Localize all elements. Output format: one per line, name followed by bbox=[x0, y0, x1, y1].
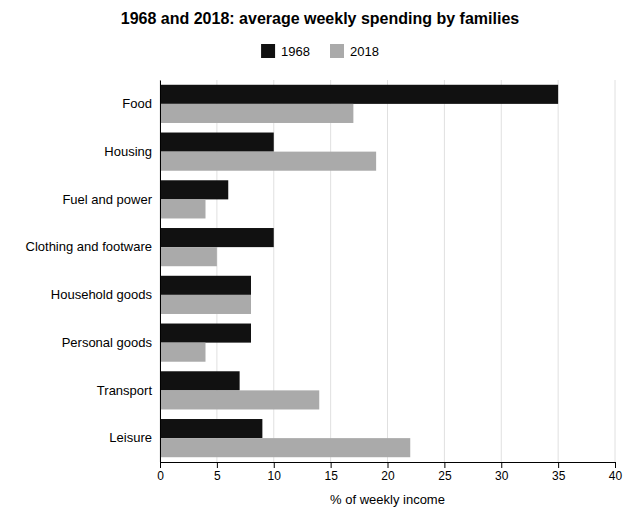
y-tick: Personal goods bbox=[62, 335, 153, 350]
x-axis-label: % of weekly income bbox=[330, 492, 445, 507]
x-tick: 0 bbox=[157, 462, 164, 483]
tick-label: Housing bbox=[104, 144, 152, 159]
tick-mark bbox=[558, 462, 559, 468]
x-tick: 30 bbox=[495, 462, 509, 483]
tick-label: Fuel and power bbox=[62, 192, 152, 207]
tick-label: Personal goods bbox=[62, 335, 153, 350]
legend-item: 1968 bbox=[261, 44, 310, 59]
tick-label: 0 bbox=[157, 469, 164, 483]
y-tick: Fuel and power bbox=[62, 192, 152, 207]
x-tick: 15 bbox=[324, 462, 338, 483]
bar bbox=[160, 295, 251, 314]
title: 1968 and 2018: average weekly spending b… bbox=[121, 10, 520, 27]
series bbox=[160, 85, 558, 438]
axis-line bbox=[161, 463, 616, 469]
bar bbox=[160, 133, 274, 152]
y-tick: Leisure bbox=[109, 430, 152, 445]
y-axis: Food Housing Fuel and power Clothing and fo… bbox=[26, 81, 161, 463]
tick-label: Leisure bbox=[109, 430, 152, 445]
y-tick: Transport bbox=[97, 383, 153, 398]
tick-label: Clothing and footware bbox=[26, 239, 152, 254]
tick-label: 35 bbox=[552, 469, 566, 483]
plot: 0 5 10 15 20 25 30 35 40 Food Housing Fuel and powe… bbox=[26, 80, 623, 483]
tick-label: Food bbox=[122, 96, 152, 111]
chart: 1968 and 2018: average weekly spending b… bbox=[0, 0, 640, 517]
tick-label: 15 bbox=[324, 469, 338, 483]
bars bbox=[160, 85, 558, 457]
grid-line bbox=[330, 80, 331, 462]
tick-mark bbox=[615, 462, 616, 468]
grid bbox=[160, 80, 615, 462]
grid-line bbox=[444, 80, 445, 462]
tick-label: 25 bbox=[438, 469, 452, 483]
bar bbox=[160, 228, 274, 247]
bar bbox=[160, 199, 206, 218]
legend-swatch bbox=[261, 44, 275, 58]
bar bbox=[160, 390, 319, 409]
bar bbox=[160, 438, 410, 457]
y-tick: Housing bbox=[104, 144, 152, 159]
bar bbox=[160, 247, 217, 266]
tick-mark bbox=[388, 462, 389, 468]
axis-line bbox=[160, 81, 161, 463]
tick-label: 40 bbox=[609, 469, 623, 483]
x-tick: 25 bbox=[438, 462, 452, 483]
series bbox=[160, 104, 410, 457]
bar bbox=[160, 419, 262, 438]
x-tick: 35 bbox=[552, 462, 566, 483]
bar bbox=[160, 104, 353, 123]
tick-label: 10 bbox=[268, 469, 282, 483]
tick-mark bbox=[160, 462, 161, 468]
y-tick: Clothing and footware bbox=[26, 239, 152, 254]
x-tick: 5 bbox=[214, 462, 221, 483]
bar bbox=[160, 152, 376, 171]
grid-line bbox=[501, 80, 502, 462]
legend-label: 2018 bbox=[350, 44, 379, 59]
tick-label: 5 bbox=[214, 469, 221, 483]
bar bbox=[160, 371, 240, 390]
x-tick: 10 bbox=[268, 462, 282, 483]
tick-mark bbox=[217, 462, 218, 468]
x-axis: 0 5 10 15 20 25 30 35 40 bbox=[157, 462, 622, 483]
legend-swatch bbox=[330, 44, 344, 58]
tick-label: 30 bbox=[495, 469, 509, 483]
legend-item: 2018 bbox=[330, 44, 379, 59]
tick-mark bbox=[501, 462, 502, 468]
x-tick: 40 bbox=[609, 462, 623, 483]
x-tick: 20 bbox=[381, 462, 395, 483]
bar bbox=[160, 343, 206, 362]
bar bbox=[160, 180, 228, 199]
grid-line bbox=[558, 80, 559, 462]
tick-label: Transport bbox=[97, 383, 153, 398]
legend: 1968 2018 bbox=[261, 44, 379, 59]
y-tick: Food bbox=[122, 96, 152, 111]
bar bbox=[160, 85, 558, 104]
tick-mark bbox=[331, 462, 332, 468]
grid-line bbox=[387, 80, 388, 462]
y-tick: Household goods bbox=[51, 287, 153, 302]
legend-label: 1968 bbox=[281, 44, 310, 59]
tick-mark bbox=[444, 462, 445, 468]
bar bbox=[160, 276, 251, 295]
tick-mark bbox=[274, 462, 275, 468]
tick-label: 20 bbox=[381, 469, 395, 483]
tick-label: Household goods bbox=[51, 287, 153, 302]
grid-line bbox=[615, 80, 616, 462]
grid-line bbox=[160, 80, 161, 462]
bar bbox=[160, 324, 251, 343]
